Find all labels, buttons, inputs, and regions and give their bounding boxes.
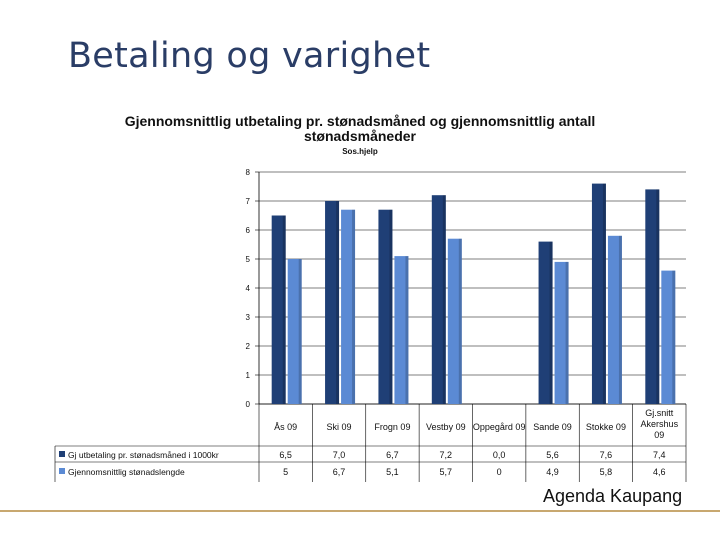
bar-shade (672, 270, 676, 404)
bar-2 (554, 261, 569, 404)
bar-shade (458, 238, 462, 404)
data-label: 0 (497, 467, 502, 477)
x-category-label: Oppegård 09 (473, 422, 526, 432)
bar-shade (602, 183, 606, 404)
bar-2 (661, 270, 676, 404)
x-category-label: Ski 09 (327, 422, 352, 432)
bar-shade (282, 215, 286, 404)
bar-shade (656, 189, 660, 404)
legend-key-1 (59, 451, 65, 457)
bar-2 (447, 238, 462, 404)
data-label: 6,7 (333, 467, 346, 477)
data-label: 7,2 (440, 450, 453, 460)
y-tick-label: 8 (246, 168, 251, 177)
y-tick-label: 5 (246, 255, 251, 264)
legend-key-2 (59, 468, 65, 474)
bar-shade (442, 195, 446, 404)
y-tick-label: 2 (246, 342, 251, 351)
data-label: 5,6 (546, 450, 559, 460)
bar-1 (591, 183, 606, 404)
bar-shade (565, 261, 569, 404)
data-label: 5,7 (440, 467, 453, 477)
bar-1 (645, 189, 660, 404)
bar-2 (341, 209, 356, 404)
x-category-label: Gj.snitt Akershus 09 (641, 408, 679, 440)
data-label: 7,0 (333, 450, 346, 460)
bar-2 (607, 235, 622, 404)
x-category-label: Vestby 09 (426, 422, 466, 432)
bar-1 (271, 215, 286, 404)
data-label: 4,9 (546, 467, 559, 477)
y-tick-label: 6 (246, 226, 251, 235)
bar-1 (431, 195, 446, 404)
bar-2 (394, 256, 409, 404)
y-tick-label: 3 (246, 313, 251, 322)
x-category-label: Stokke 09 (586, 422, 626, 432)
data-label: 5,8 (600, 467, 613, 477)
bar-shade (389, 209, 393, 404)
data-label: 5 (283, 467, 288, 477)
bar-2 (287, 259, 302, 404)
bar-1 (538, 241, 553, 404)
bar-shade (298, 259, 302, 404)
y-tick-label: 7 (246, 197, 251, 206)
y-tick-label: 1 (246, 371, 251, 380)
bar-1 (325, 201, 340, 404)
chart-subtitle: Sos.hjelp (342, 147, 378, 156)
x-category-label: Frogn 09 (374, 422, 410, 432)
x-category-label: Sande 09 (533, 422, 572, 432)
bar-shade (352, 209, 356, 404)
bar-1 (378, 209, 393, 404)
data-label: 6,5 (279, 450, 292, 460)
footer-text: Agenda Kaupang (543, 486, 683, 506)
data-label: 7,4 (653, 450, 666, 460)
data-label: 7,6 (600, 450, 613, 460)
x-category-label: Ås 09 (274, 422, 297, 432)
data-label: 0,0 (493, 450, 506, 460)
data-label: 5,1 (386, 467, 399, 477)
y-tick-label: 0 (246, 400, 251, 409)
bar-shade (549, 241, 553, 404)
legend-label-2: Gjennomsnittlig stønadslengde (68, 467, 185, 477)
bar-shade (405, 256, 409, 404)
data-label: 6,7 (386, 450, 399, 460)
bar-shade (336, 201, 340, 404)
legend-label-1: Gj utbetaling pr. stønadsmåned i 1000kr (68, 450, 219, 460)
chart-title: Gjennomsnittlig utbetaling pr. stønadsmå… (124, 113, 596, 144)
slide-title: Betaling og varighet (68, 36, 431, 76)
y-tick-label: 4 (246, 284, 251, 293)
footer-rule (0, 510, 720, 512)
bar-shade (618, 235, 622, 404)
data-label: 4,6 (653, 467, 666, 477)
